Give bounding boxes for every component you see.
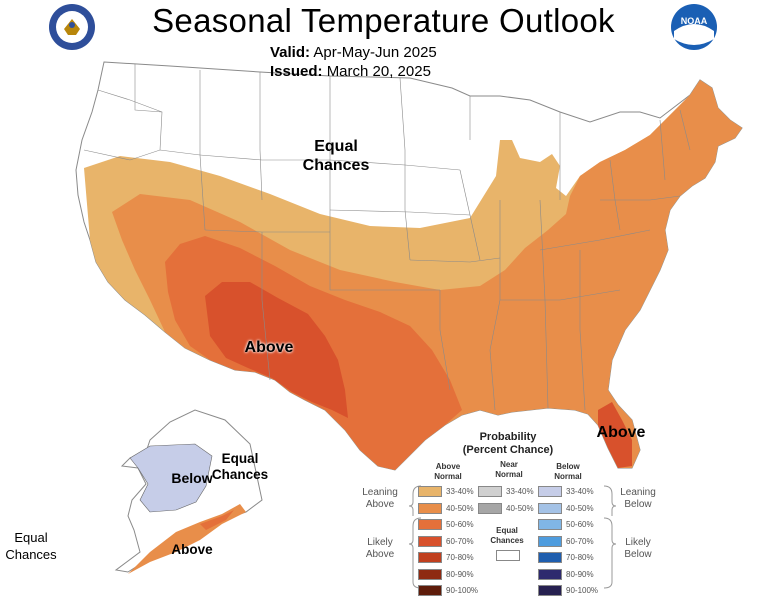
issued-value: March 20, 2025 xyxy=(326,63,431,80)
label-above-southwest: Above xyxy=(244,339,294,356)
legend-swatch-label-below-4: 70-80% xyxy=(566,553,594,562)
legend-swatch-above-5 xyxy=(418,568,442,580)
legend-swatch-above-0 xyxy=(418,486,442,497)
legend-equal-chances: Equal Chances xyxy=(490,526,524,545)
legend-likely-below: Likely Below xyxy=(624,537,652,560)
label-alaska-below: Below xyxy=(171,470,213,486)
label-equal-chances-north: Equal Chances xyxy=(302,138,370,174)
legend-swatch-below-1 xyxy=(538,502,562,514)
legend-col-near: Near Normal xyxy=(495,460,523,479)
legend-swatch-label-above-0: 33-40% xyxy=(446,487,474,496)
legend-swatch-label-above-4: 70-80% xyxy=(446,553,474,562)
valid-row: Valid: Apr-May-Jun 2025 xyxy=(270,44,437,61)
legend-swatch-above-2 xyxy=(418,519,442,530)
legend-swatch-label-above-3: 60-70% xyxy=(446,536,474,546)
legend-swatch-label-below-6: 90-100% xyxy=(566,586,599,595)
legend-swatch-above-6 xyxy=(418,585,442,596)
shade-60-70-fl xyxy=(598,402,632,468)
legend-title: Probability (Percent Chance) xyxy=(462,431,554,456)
legend-swatch-below-6 xyxy=(538,585,562,596)
legend-swatch-label-above-2: 50-60% xyxy=(446,520,474,529)
legend-left-brace xyxy=(408,485,422,589)
state-borders xyxy=(83,64,691,411)
legend-swatch-above-1 xyxy=(418,502,442,514)
legend-swatch-label-above-1: 40-50% xyxy=(446,503,474,513)
legend-swatch-below-5 xyxy=(538,568,562,580)
legend-likely-above: Likely Above xyxy=(365,537,395,560)
legend-swatch-near-1 xyxy=(478,502,502,514)
legend-swatch-near-0 xyxy=(478,486,502,497)
shade-60-70 xyxy=(205,282,348,418)
legend-swatch-label-below-1: 40-50% xyxy=(566,503,594,513)
legend-swatch-below-4 xyxy=(538,552,562,563)
svg-text:NOAA: NOAA xyxy=(681,16,708,26)
noaa-logo-icon: NOAA xyxy=(671,4,717,50)
legend-swatch-label-near-1: 40-50% xyxy=(506,503,534,513)
label-above-florida: Above xyxy=(596,424,646,441)
legend-leaning-above: Leaning Above xyxy=(362,487,398,510)
page-title: Seasonal Temperature Outlook xyxy=(152,2,615,39)
label-alaska-equal-chances: Equal Chances xyxy=(211,451,269,482)
legend-swatch-below-2 xyxy=(538,519,562,530)
legend-leaning-below: Leaning Below xyxy=(620,487,656,510)
legend-swatch-label-near-0: 33-40% xyxy=(506,487,534,496)
legend-equal-swatch xyxy=(496,550,520,561)
legend-swatch-above-3 xyxy=(418,535,442,547)
legend-swatch-label-above-5: 80-90% xyxy=(446,569,474,579)
legend-swatch-label-below-5: 80-90% xyxy=(566,569,594,579)
legend-swatch-label-below-2: 50-60% xyxy=(566,520,594,529)
legend-swatch-below-3 xyxy=(538,535,562,547)
legend-col-above: Above Normal xyxy=(434,462,462,481)
valid-value: Apr-May-Jun 2025 xyxy=(313,44,437,61)
label-alaska-above: Above xyxy=(171,542,213,557)
issued-row: Issued: March 20, 2025 xyxy=(270,63,431,80)
legend-col-below: Below Normal xyxy=(554,462,582,481)
legend-swatch-label-above-6: 90-100% xyxy=(446,586,479,595)
doc-seal-icon xyxy=(49,4,95,50)
legend-swatch-below-0 xyxy=(538,486,562,497)
alaska-above-shade-2 xyxy=(200,510,234,530)
legend-swatch-label-below-0: 33-40% xyxy=(566,487,594,496)
legend-swatch-above-4 xyxy=(418,552,442,563)
label-hawaii-equal-chances: Equal Chances xyxy=(5,530,57,562)
legend-right-brace xyxy=(603,485,617,589)
valid-label: Valid: xyxy=(270,44,311,61)
issued-label: Issued: xyxy=(270,63,323,80)
alaska-below-shade xyxy=(129,443,213,513)
legend-swatch-label-below-3: 60-70% xyxy=(566,536,594,546)
